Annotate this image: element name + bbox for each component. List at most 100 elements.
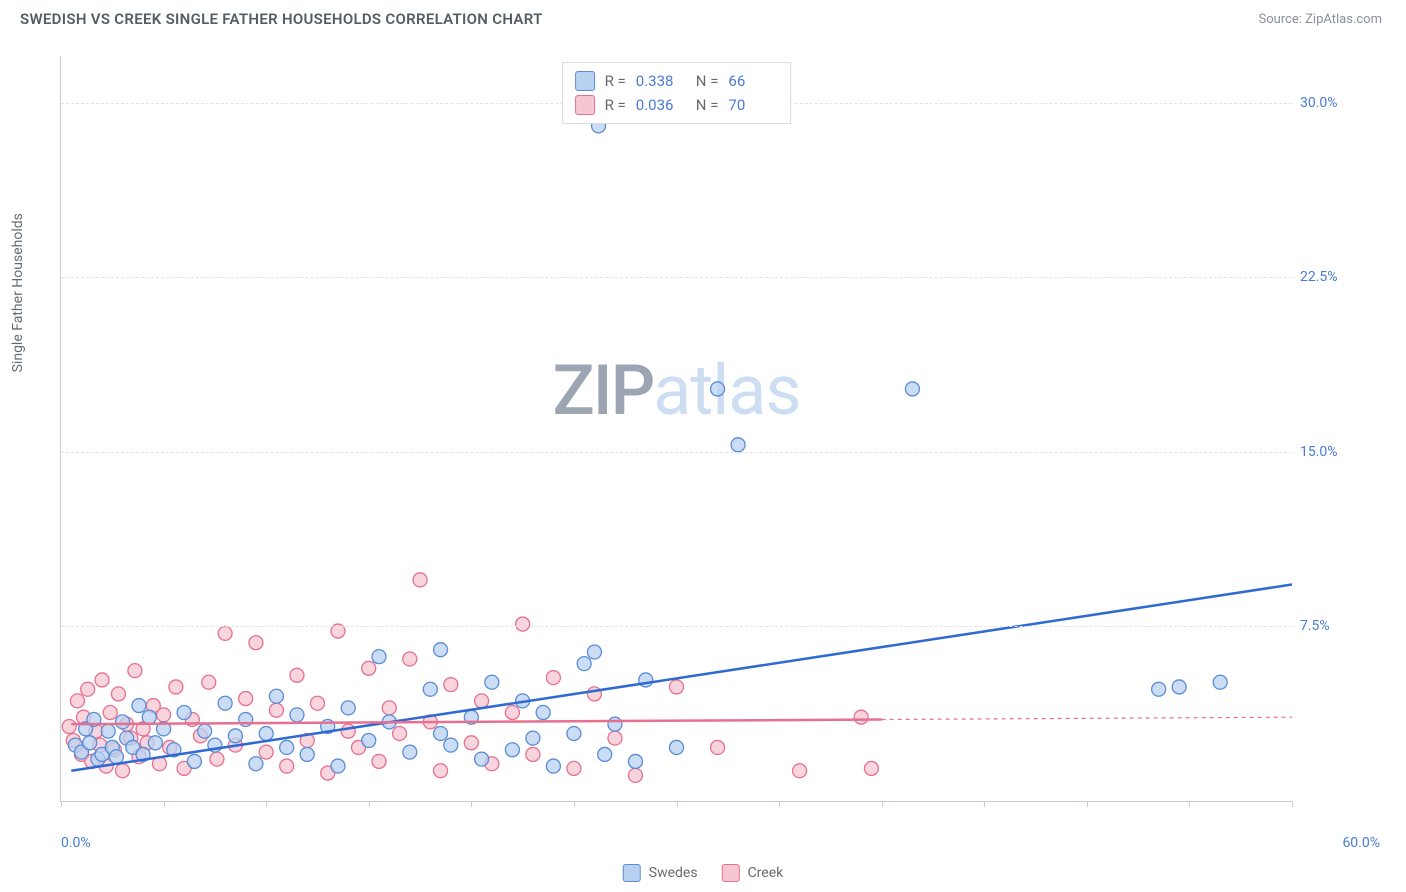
scatter-point — [854, 710, 868, 724]
scatter-point — [670, 740, 684, 754]
x-tick — [882, 801, 883, 807]
scatter-point — [598, 747, 612, 761]
x-tick — [471, 801, 472, 807]
scatter-point — [116, 764, 130, 778]
legend-item-creek: Creek — [722, 864, 784, 882]
legend-n-creek: 70 — [728, 96, 778, 114]
scatter-point — [403, 745, 417, 759]
scatter-point — [403, 652, 417, 666]
legend-n-label: N = — [696, 72, 719, 90]
scatter-point — [83, 736, 97, 750]
scatter-point — [239, 692, 253, 706]
x-tick — [1189, 801, 1190, 807]
scatter-point — [587, 645, 601, 659]
y-tick-label: 15.0% — [1300, 444, 1370, 460]
scatter-point — [157, 708, 171, 722]
scatter-point — [434, 726, 448, 740]
legend-label-creek: Creek — [748, 865, 784, 881]
scatter-point — [116, 715, 130, 729]
legend-r-creek: 0.036 — [636, 96, 686, 114]
scatter-point — [111, 687, 125, 701]
x-tick — [779, 801, 780, 807]
scatter-point — [132, 699, 146, 713]
scatter-point — [423, 682, 437, 696]
scatter-point — [372, 754, 386, 768]
scatter-point — [218, 626, 232, 640]
scatter-point — [905, 382, 919, 396]
scatter-point — [393, 726, 407, 740]
scatter-point — [310, 696, 324, 710]
scatter-point — [382, 701, 396, 715]
x-max-label: 60.0% — [1342, 835, 1380, 851]
scatter-point — [608, 717, 622, 731]
swatch-creek — [575, 95, 595, 115]
scatter-point — [148, 736, 162, 750]
scatter-point — [536, 706, 550, 720]
scatter-point — [464, 736, 478, 750]
scatter-point — [731, 438, 745, 452]
scatter-point — [362, 733, 376, 747]
legend-series: Swedes Creek — [623, 864, 783, 882]
scatter-point — [434, 643, 448, 657]
scatter-point — [101, 724, 115, 738]
scatter-point — [516, 617, 530, 631]
swatch-creek-bottom — [722, 864, 740, 882]
swatch-swedes — [575, 71, 595, 91]
scatter-point — [331, 759, 345, 773]
legend-r-label-2: R = — [605, 96, 626, 114]
scatter-point — [793, 764, 807, 778]
scatter-point — [526, 731, 540, 745]
scatter-point — [628, 768, 642, 782]
y-tick-label: 30.0% — [1300, 95, 1370, 111]
x-tick — [984, 801, 985, 807]
scatter-point — [249, 757, 263, 771]
swatch-swedes-bottom — [623, 864, 641, 882]
scatter-point — [670, 680, 684, 694]
scatter-point — [413, 573, 427, 587]
scatter-point — [290, 708, 304, 722]
scatter-point — [546, 759, 560, 773]
gridline — [61, 452, 1292, 453]
scatter-point — [259, 726, 273, 740]
scatter-point — [109, 750, 123, 764]
x-tick — [574, 801, 575, 807]
legend-n-swedes: 66 — [728, 72, 778, 90]
legend-row-creek: R = 0.036 N = 70 — [575, 93, 779, 117]
scatter-point — [372, 650, 386, 664]
scatter-point — [218, 696, 232, 710]
scatter-point — [210, 752, 224, 766]
gridline — [61, 626, 1292, 627]
scatter-point — [577, 657, 591, 671]
x-tick — [1292, 801, 1293, 807]
legend-correlation: R = 0.338 N = 66 R = 0.036 N = 70 — [562, 62, 792, 124]
scatter-point — [280, 759, 294, 773]
x-tick — [61, 801, 62, 807]
scatter-point — [1172, 680, 1186, 694]
y-axis-label: Single Father Households — [10, 213, 26, 372]
scatter-point — [95, 673, 109, 687]
scatter-point — [444, 678, 458, 692]
x-tick — [164, 801, 165, 807]
scatter-point — [526, 747, 540, 761]
scatter-point — [567, 726, 581, 740]
scatter-point — [444, 738, 458, 752]
scatter-point — [475, 694, 489, 708]
scatter-point — [608, 731, 622, 745]
scatter-point — [202, 675, 216, 689]
x-tick — [266, 801, 267, 807]
chart-title: SWEDISH VS CREEK SINGLE FATHER HOUSEHOLD… — [20, 10, 543, 28]
scatter-point — [341, 724, 355, 738]
legend-n-label-2: N = — [696, 96, 719, 114]
y-tick-label: 22.5% — [1300, 269, 1370, 285]
chart-source: Source: ZipAtlas.com — [1258, 12, 1382, 27]
chart-header: SWEDISH VS CREEK SINGLE FATHER HOUSEHOLD… — [0, 0, 1406, 36]
scatter-point — [485, 675, 499, 689]
scatter-point — [198, 724, 212, 738]
legend-row-swedes: R = 0.338 N = 66 — [575, 69, 779, 93]
x-min-label: 0.0% — [61, 835, 91, 851]
scatter-point — [567, 761, 581, 775]
scatter-point — [628, 754, 642, 768]
scatter-point — [711, 740, 725, 754]
scatter-point — [505, 706, 519, 720]
scatter-point — [142, 710, 156, 724]
